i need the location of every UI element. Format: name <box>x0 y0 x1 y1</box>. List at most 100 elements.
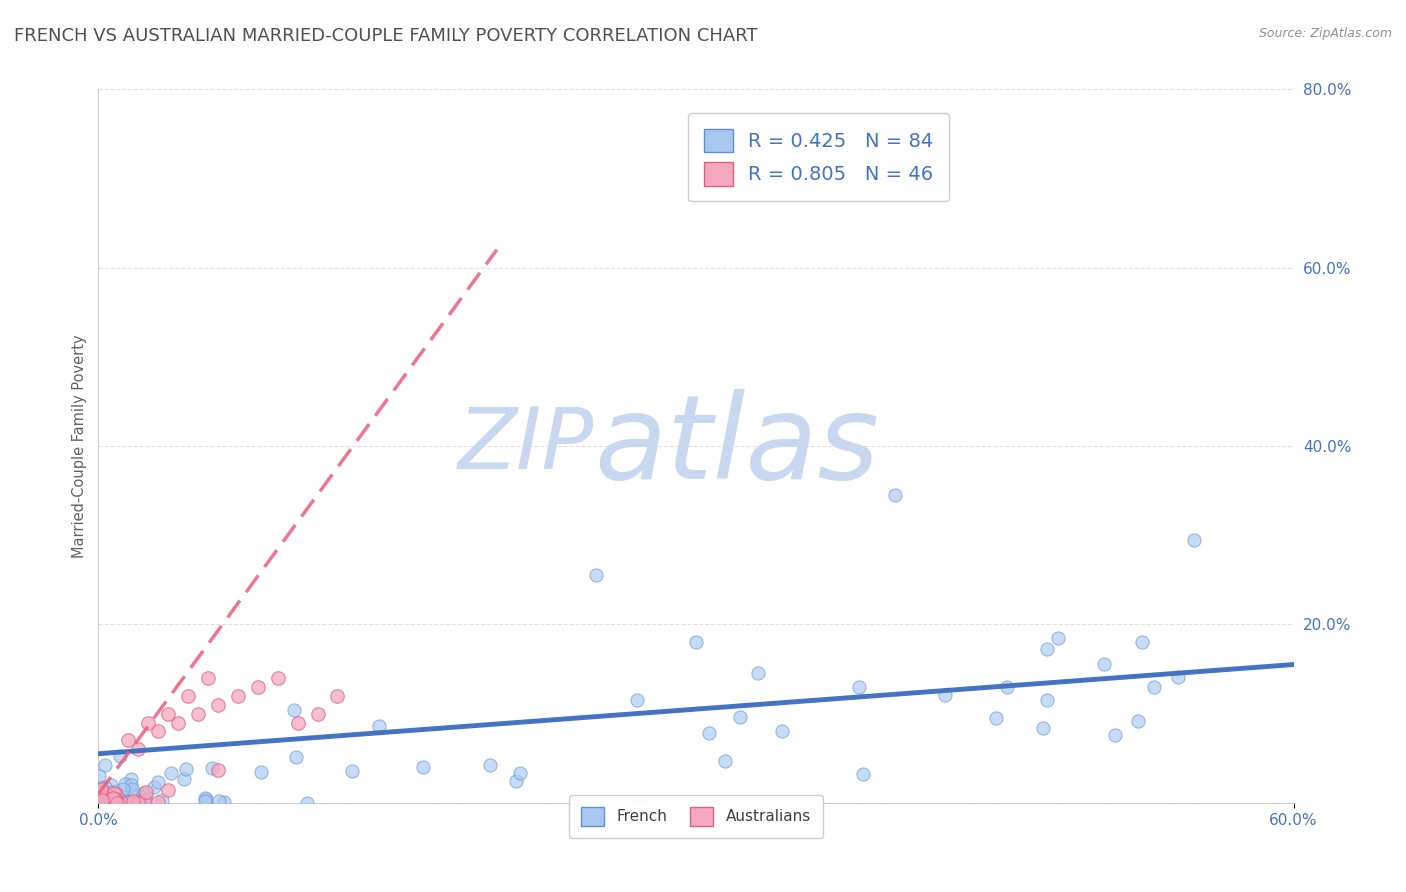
Point <box>194 791 217 805</box>
Point <box>307 706 329 721</box>
Point <box>94 787 117 801</box>
Point <box>505 773 527 788</box>
Point <box>94 790 117 805</box>
Point <box>90 791 112 805</box>
Point <box>111 781 134 796</box>
Point <box>1126 714 1149 728</box>
Point <box>121 788 143 802</box>
Point <box>770 724 793 739</box>
Point <box>103 785 125 799</box>
Point <box>90 780 112 794</box>
Point <box>121 781 143 796</box>
Point <box>285 750 308 764</box>
Point <box>1092 657 1115 671</box>
Point <box>730 709 752 723</box>
Point <box>120 772 142 786</box>
Point <box>852 767 875 781</box>
Point <box>93 758 115 772</box>
Point <box>100 792 122 806</box>
Point <box>89 768 111 782</box>
Point <box>585 568 607 582</box>
Point <box>208 795 231 809</box>
Point <box>159 765 181 780</box>
Point <box>89 782 111 797</box>
Point <box>195 792 218 806</box>
Point <box>114 777 136 791</box>
Point <box>89 796 111 810</box>
Point <box>105 787 128 801</box>
Point <box>108 792 131 806</box>
Point <box>201 760 224 774</box>
Point <box>697 725 720 739</box>
Point <box>121 794 143 808</box>
Point <box>96 795 118 809</box>
Point <box>174 762 197 776</box>
Point <box>103 790 125 805</box>
Point <box>367 719 389 733</box>
Point <box>100 779 122 793</box>
Point <box>93 794 115 808</box>
Point <box>714 754 737 768</box>
Point <box>1104 728 1126 742</box>
Point <box>142 780 165 794</box>
Point <box>250 765 273 780</box>
Point <box>148 724 170 739</box>
Point <box>326 689 349 703</box>
Point <box>986 711 1008 725</box>
Point <box>1035 642 1057 657</box>
Point <box>478 758 501 772</box>
Point <box>93 789 115 804</box>
Point <box>207 698 229 712</box>
Point <box>152 793 174 807</box>
Point <box>156 782 179 797</box>
Point <box>167 715 190 730</box>
Point <box>246 680 269 694</box>
Point <box>104 784 127 798</box>
Point <box>104 792 127 806</box>
Point <box>1143 680 1166 694</box>
Point <box>118 795 141 809</box>
Point <box>627 796 650 810</box>
Point <box>136 715 159 730</box>
Text: FRENCH VS AUSTRALIAN MARRIED-COUPLE FAMILY POVERTY CORRELATION CHART: FRENCH VS AUSTRALIAN MARRIED-COUPLE FAMI… <box>14 27 758 45</box>
Point <box>207 763 229 777</box>
Point <box>283 703 305 717</box>
Point <box>197 671 219 685</box>
Point <box>90 781 112 796</box>
Text: atlas: atlas <box>595 389 879 503</box>
Point <box>100 792 122 806</box>
Point <box>94 791 117 805</box>
Point <box>100 785 122 799</box>
Text: Source: ZipAtlas.com: Source: ZipAtlas.com <box>1258 27 1392 40</box>
Point <box>135 788 157 802</box>
Point <box>884 488 907 502</box>
Point <box>412 760 434 774</box>
Point <box>194 794 217 808</box>
Point <box>91 791 114 805</box>
Point <box>626 692 648 706</box>
Point <box>96 793 118 807</box>
Point <box>1167 670 1189 684</box>
Point <box>91 789 114 803</box>
Point <box>91 795 114 809</box>
Point <box>995 680 1018 694</box>
Point <box>1046 631 1069 645</box>
Point <box>934 689 956 703</box>
Point <box>1130 635 1153 649</box>
Point <box>94 780 117 794</box>
Point <box>1031 721 1053 735</box>
Text: ZIP: ZIP <box>458 404 595 488</box>
Point <box>93 794 115 808</box>
Point <box>131 786 153 800</box>
Point <box>120 788 142 802</box>
Y-axis label: Married-Couple Family Poverty: Married-Couple Family Poverty <box>72 334 87 558</box>
Point <box>157 706 180 721</box>
Point <box>177 689 200 703</box>
Point <box>104 795 127 809</box>
Point <box>1036 693 1059 707</box>
Point <box>747 666 769 681</box>
Point <box>94 791 117 805</box>
Point <box>90 795 112 809</box>
Point <box>173 772 195 787</box>
Point <box>509 766 531 780</box>
